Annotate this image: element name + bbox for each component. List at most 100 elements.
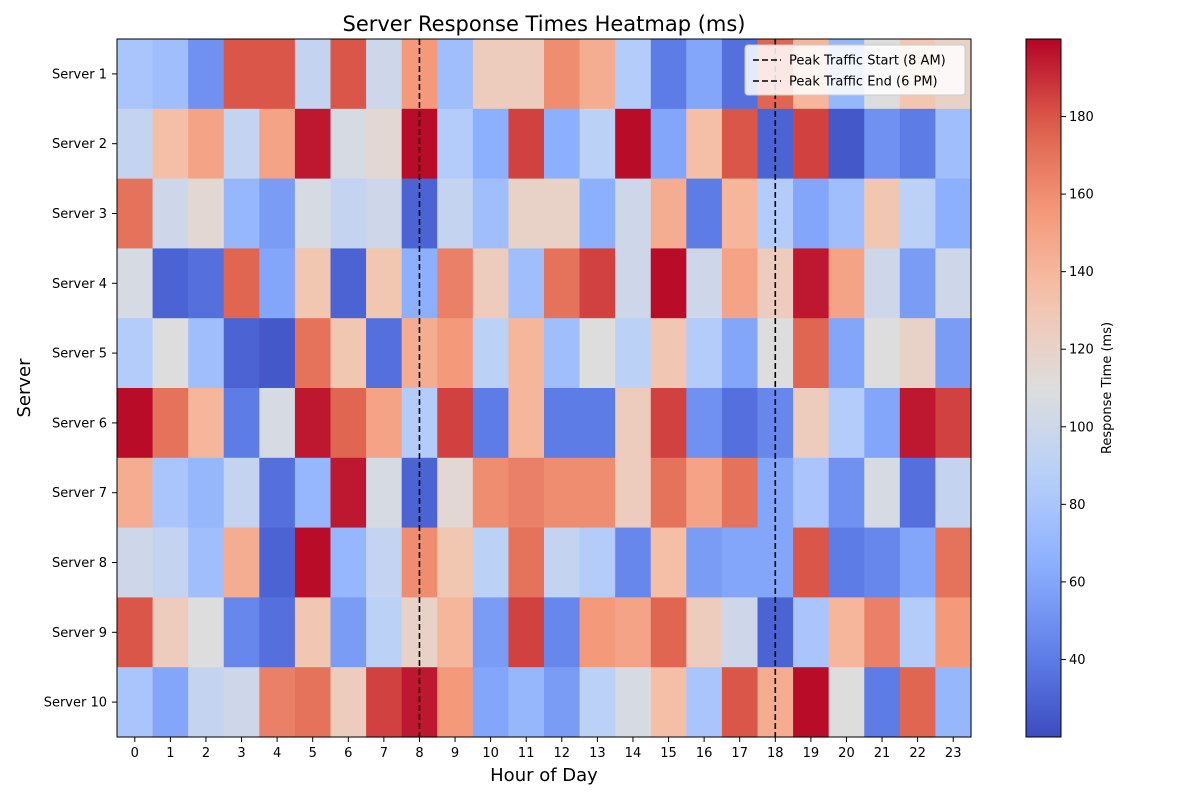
heatmap-cell <box>615 248 652 319</box>
heatmap-cell <box>508 178 545 249</box>
heatmap-cell <box>864 178 901 249</box>
heatmap-cell <box>472 597 510 668</box>
heatmap-cell <box>437 388 474 459</box>
heatmap-cell <box>508 39 545 110</box>
heatmap-cell <box>899 178 937 249</box>
heatmap-cell <box>793 527 830 598</box>
heatmap-cell <box>579 527 616 598</box>
heatmap-cell <box>117 388 154 459</box>
heatmap-cell <box>828 248 865 319</box>
heatmap-cell <box>650 248 687 319</box>
x-tick-label: 9 <box>451 746 459 761</box>
x-tick-label: 13 <box>589 746 606 761</box>
heatmap-cell <box>223 39 260 110</box>
x-tick-label: 19 <box>803 746 820 761</box>
heatmap-cell <box>579 597 616 668</box>
heatmap-cell <box>650 388 687 459</box>
heatmap-cell <box>935 248 972 319</box>
heatmap-cell <box>330 597 367 668</box>
x-tick-label: 17 <box>731 746 748 761</box>
y-axis-label: Server <box>14 358 35 418</box>
heatmap-cell <box>188 527 225 598</box>
colorbar-tick-label: 180 <box>1069 110 1094 125</box>
heatmap-cell <box>721 388 759 459</box>
heatmap-cell <box>259 39 296 110</box>
y-tick-label: Server 5 <box>52 347 107 362</box>
heatmap-cell <box>899 667 937 738</box>
heatmap-cell <box>366 457 403 529</box>
x-axis-label: Hour of Day <box>490 765 598 786</box>
heatmap-cells <box>116 38 972 738</box>
heatmap-cell <box>579 667 616 738</box>
heatmap-cell <box>188 248 225 319</box>
heatmap-cell <box>793 388 830 459</box>
legend-box <box>744 44 966 96</box>
heatmap-cell <box>223 178 260 249</box>
heatmap-cell <box>899 457 937 529</box>
y-tick-label: Server 2 <box>52 137 107 152</box>
heatmap-cell <box>793 457 830 529</box>
heatmap-cell <box>117 39 154 110</box>
heatmap-cell <box>793 667 830 738</box>
heatmap-cell <box>579 457 616 529</box>
x-tick-label: 14 <box>625 746 642 761</box>
heatmap-cell <box>686 667 723 738</box>
heatmap-cell <box>935 388 972 459</box>
heatmap-cell <box>472 178 510 249</box>
heatmap-cell <box>686 318 723 389</box>
heatmap-cell <box>721 667 759 738</box>
heatmap-cell <box>117 667 154 738</box>
heatmap-cell <box>935 457 972 529</box>
heatmap-cell <box>615 39 652 110</box>
heatmap-cell <box>437 108 474 180</box>
x-tick-label: 22 <box>909 746 926 761</box>
heatmap-cell <box>117 527 154 598</box>
heatmap-cell <box>686 597 723 668</box>
heatmap-cell <box>864 248 901 319</box>
x-tick-label: 12 <box>554 746 571 761</box>
colorbar-tick-label: 60 <box>1069 575 1086 590</box>
heatmap-cell <box>472 39 510 110</box>
heatmap-cell <box>650 457 687 529</box>
heatmap-cell <box>117 457 154 529</box>
heatmap-cell <box>793 597 830 668</box>
heatmap-cell <box>864 388 901 459</box>
heatmap-cell <box>188 39 225 110</box>
heatmap-cell <box>544 318 581 389</box>
heatmap-cell <box>508 667 545 738</box>
heatmap-cell <box>508 248 545 319</box>
x-tick-label: 4 <box>273 746 281 761</box>
heatmap-cell <box>472 248 510 319</box>
heatmap-cell <box>650 667 687 738</box>
colorbar-tick-label: 80 <box>1069 498 1086 513</box>
heatmap-cell <box>544 108 581 180</box>
colorbar-tick-label: 140 <box>1069 265 1094 280</box>
x-tick-label: 21 <box>874 746 891 761</box>
legend: Peak Traffic Start (8 AM) Peak Traffic En… <box>744 44 966 96</box>
x-tick-label: 3 <box>237 746 245 761</box>
heatmap-cell <box>223 388 260 459</box>
y-tick-label: Server 9 <box>52 626 107 641</box>
heatmap-cell <box>935 178 972 249</box>
heatmap-cell <box>330 39 367 110</box>
heatmap-cell <box>259 667 296 738</box>
heatmap-cell <box>615 178 652 249</box>
heatmap-cell <box>223 248 260 319</box>
heatmap-cell <box>686 388 723 459</box>
heatmap-cell <box>330 178 367 249</box>
heatmap-cell <box>294 318 332 389</box>
reference-lines <box>418 39 777 737</box>
heatmap-cell <box>721 457 759 529</box>
heatmap-cell <box>117 597 154 668</box>
x-tick-label: 1 <box>166 746 174 761</box>
heatmap-cell <box>508 388 545 459</box>
heatmap-cell <box>899 108 937 180</box>
heatmap-cell <box>366 318 403 389</box>
heatmap-cell <box>615 388 652 459</box>
heatmap-cell <box>615 108 652 180</box>
heatmap-cell <box>686 178 723 249</box>
x-tick-label: 18 <box>767 746 784 761</box>
heatmap-cell <box>828 318 865 389</box>
legend-entry-label: Peak Traffic Start (8 AM) <box>789 54 946 69</box>
heatmap-cell <box>330 527 367 598</box>
